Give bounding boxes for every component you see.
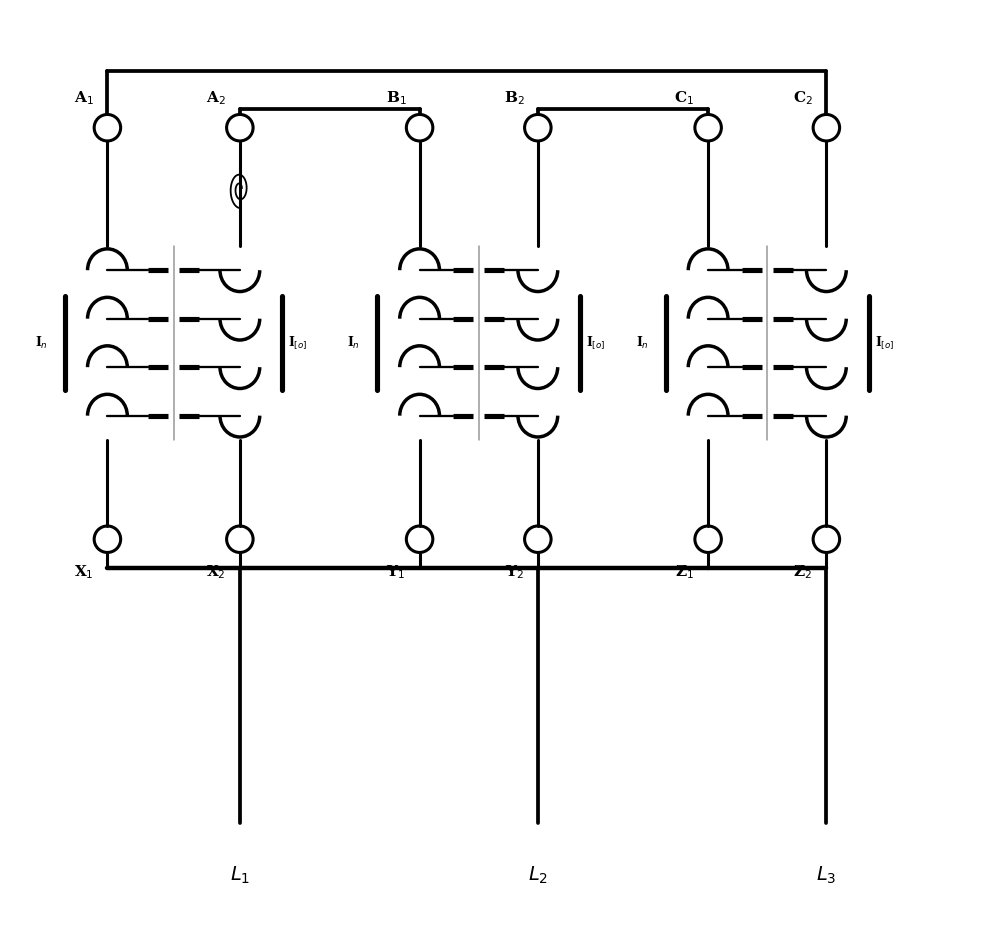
Text: B$_1$: B$_1$ bbox=[386, 89, 406, 107]
Text: Z$_1$: Z$_1$ bbox=[675, 563, 694, 581]
Text: I$_{n}$: I$_{n}$ bbox=[636, 335, 649, 351]
Text: I$_{[o]}$: I$_{[o]}$ bbox=[586, 334, 606, 352]
Text: $L_2$: $L_2$ bbox=[528, 865, 548, 885]
Text: I$_{[o]}$: I$_{[o]}$ bbox=[288, 334, 308, 352]
Text: I$_{n}$: I$_{n}$ bbox=[347, 335, 360, 351]
Text: B$_2$: B$_2$ bbox=[504, 89, 525, 107]
Text: Y$_2$: Y$_2$ bbox=[505, 563, 524, 581]
Text: A$_2$: A$_2$ bbox=[206, 89, 226, 107]
Text: C$_1$: C$_1$ bbox=[674, 89, 694, 107]
Text: I$_{n}$: I$_{n}$ bbox=[35, 335, 48, 351]
Text: I$_{[o]}$: I$_{[o]}$ bbox=[875, 334, 894, 352]
Text: Y$_1$: Y$_1$ bbox=[386, 563, 405, 581]
Text: $L_1$: $L_1$ bbox=[230, 865, 250, 885]
Text: Z$_2$: Z$_2$ bbox=[793, 563, 812, 581]
Text: X$_2$: X$_2$ bbox=[206, 563, 226, 581]
Text: X$_1$: X$_1$ bbox=[74, 563, 94, 581]
Text: $L_3$: $L_3$ bbox=[816, 865, 837, 885]
Text: C$_2$: C$_2$ bbox=[793, 89, 813, 107]
Text: A$_1$: A$_1$ bbox=[74, 89, 94, 107]
